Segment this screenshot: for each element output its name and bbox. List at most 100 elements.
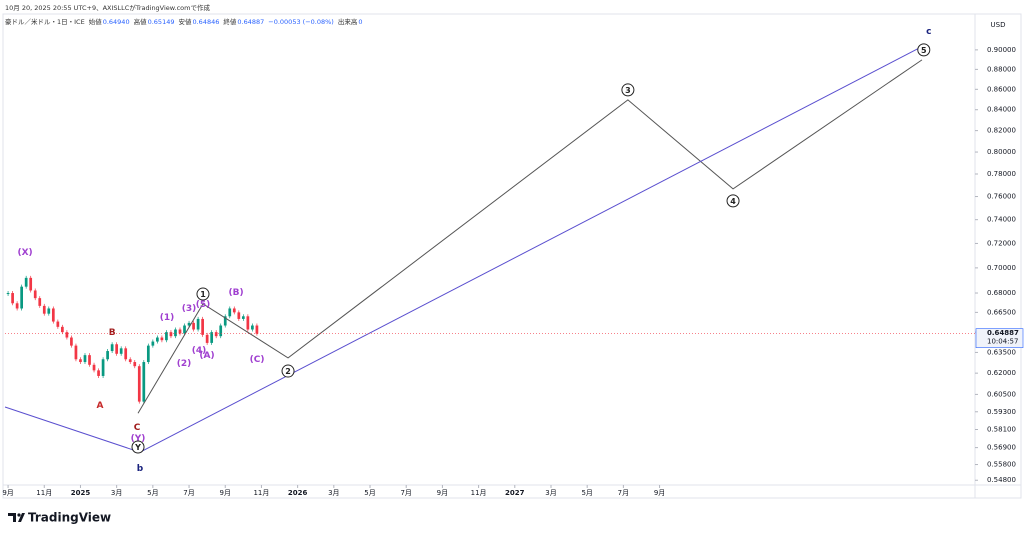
wave-label: (B) xyxy=(229,288,244,298)
y-tick-label: 0.55800 xyxy=(987,461,1016,469)
wave-label: (2) xyxy=(177,359,192,369)
y-tick-label: 0.62000 xyxy=(987,369,1016,377)
candle xyxy=(237,312,241,319)
candle xyxy=(83,355,87,363)
created-note: 10月 20, 2025 20:55 UTC+9、AXISLLCがTrading… xyxy=(5,3,210,12)
candle xyxy=(29,277,33,291)
last-price-box xyxy=(975,328,1024,348)
wave-label: (X) xyxy=(18,248,33,258)
x-tick-label: 9月 xyxy=(2,489,13,497)
ohlc-value: 0.65149 xyxy=(148,18,175,26)
candle xyxy=(169,332,173,337)
x-tick-label: 3月 xyxy=(111,489,122,497)
candle xyxy=(196,318,200,330)
candle xyxy=(246,316,250,330)
candle xyxy=(110,344,114,352)
candle xyxy=(146,345,150,363)
candle xyxy=(24,277,28,287)
candle xyxy=(51,308,55,322)
ohlc-value: 0.64846 xyxy=(192,18,219,26)
wave-label: (4) xyxy=(192,346,207,356)
candle xyxy=(183,325,186,334)
candle xyxy=(88,355,91,365)
y-tick-label: 0.56900 xyxy=(987,444,1016,452)
x-tick-label: 3月 xyxy=(328,489,339,497)
candle xyxy=(101,359,105,376)
x-tick-label: 5月 xyxy=(147,489,158,497)
last-price: 0.64887 xyxy=(987,329,1019,337)
frame xyxy=(2,13,1022,499)
wave-label: c xyxy=(926,27,931,37)
candle xyxy=(79,359,82,363)
y-tick-label: 0.60500 xyxy=(987,390,1016,398)
x-tick-label: 9月 xyxy=(220,489,231,497)
wave-label: (Y) xyxy=(131,434,146,444)
candle xyxy=(20,286,24,309)
candle xyxy=(119,348,123,354)
candle xyxy=(137,366,141,402)
y-tick-label: 0.70000 xyxy=(987,264,1016,272)
candle xyxy=(187,322,191,326)
wave-label: (A) xyxy=(199,351,214,361)
ohlc-label: 出来高 xyxy=(338,17,358,26)
candle xyxy=(210,332,214,343)
wave-circle xyxy=(131,440,145,454)
y-tick-label: 0.78000 xyxy=(987,170,1016,178)
candle xyxy=(241,316,245,319)
candle xyxy=(156,337,159,342)
candle xyxy=(106,351,109,360)
x-tick-label: 9月 xyxy=(437,489,448,497)
wave-label: 3 xyxy=(625,86,631,95)
candle xyxy=(255,325,259,334)
ohlc-value: −0.00053 (−0.08%) xyxy=(268,18,334,26)
candle xyxy=(223,316,227,326)
wave-label: C xyxy=(134,423,141,433)
candle xyxy=(165,332,168,341)
candle xyxy=(56,321,60,327)
y-tick-label: 0.76000 xyxy=(987,193,1016,201)
candle xyxy=(124,348,128,360)
y-tick-label: 0.82000 xyxy=(987,127,1016,135)
candle xyxy=(142,362,146,402)
candle xyxy=(201,318,204,335)
logo-mark xyxy=(8,513,25,522)
x-tick-label: 2027 xyxy=(505,489,525,497)
candle xyxy=(232,308,236,313)
wave-label: 4 xyxy=(730,197,736,206)
candle xyxy=(15,303,19,309)
x-tick-label: 2025 xyxy=(71,489,91,497)
brand: TradingView xyxy=(28,511,111,525)
wave-label: A xyxy=(97,401,104,411)
candle xyxy=(214,332,218,337)
countdown: 10:04:57 xyxy=(987,338,1018,346)
candle xyxy=(61,326,64,333)
candle xyxy=(11,293,14,304)
candle xyxy=(70,337,73,346)
candle xyxy=(151,341,155,346)
y-tick-label: 0.54800 xyxy=(987,476,1016,484)
wave-line xyxy=(137,59,923,414)
wave-label: B xyxy=(109,328,116,338)
x-tick-label: 11月 xyxy=(471,489,487,497)
y-tick-label: 0.84000 xyxy=(987,106,1016,114)
x-tick-label: 7月 xyxy=(183,489,194,497)
wave-label: 2 xyxy=(285,367,291,376)
x-tick-label: 11月 xyxy=(253,489,269,497)
wave-label: (C) xyxy=(250,355,265,365)
symbol-legend: 豪ドル／米ドル・1日・ICE 始値0.64940 高値0.65149 安値0.6484… xyxy=(5,17,362,26)
x-tick-label: 5月 xyxy=(364,489,375,497)
wave-circle xyxy=(196,287,210,301)
wave-label: 5 xyxy=(921,46,927,55)
y-tick-label: 0.66500 xyxy=(987,308,1016,316)
y-tick-label: 0.88000 xyxy=(987,65,1016,73)
candle xyxy=(219,325,223,337)
wave-circle xyxy=(917,43,931,57)
ohlc-label: 終値 xyxy=(223,17,237,26)
y-tick-label: 0.59300 xyxy=(987,408,1016,416)
wave-circle xyxy=(281,364,295,378)
wave-label: b xyxy=(137,464,144,474)
x-tick-label: 9月 xyxy=(654,489,665,497)
wave-label: (1) xyxy=(160,313,175,323)
ohlc-label: 始値 xyxy=(89,17,103,26)
